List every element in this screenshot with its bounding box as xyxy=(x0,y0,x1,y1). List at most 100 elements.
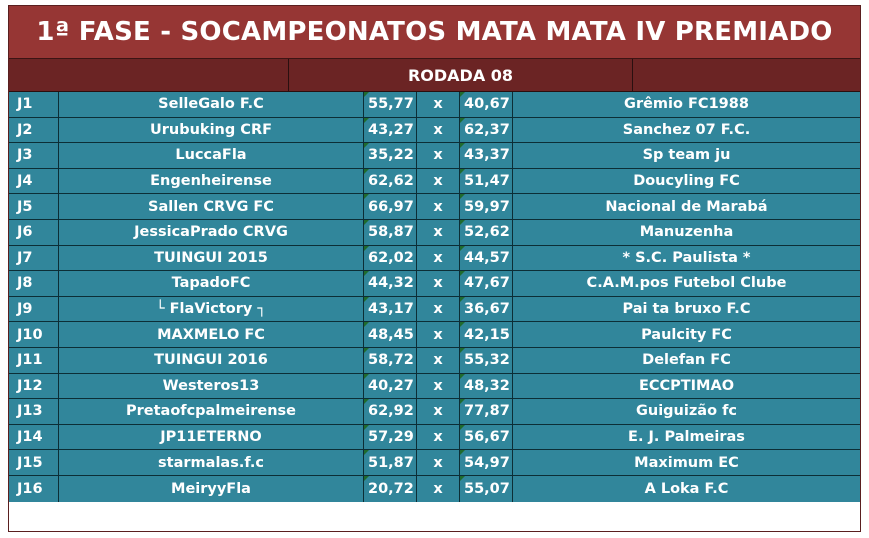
match-id[interactable]: J4 xyxy=(9,168,59,194)
away-score[interactable]: 36,67 xyxy=(460,296,513,322)
home-score[interactable]: 35,22 xyxy=(364,143,417,168)
match-id[interactable]: J14 xyxy=(9,424,59,450)
versus-separator[interactable]: x xyxy=(417,194,460,219)
home-score[interactable]: 62,02 xyxy=(364,245,417,271)
away-team[interactable]: Sanchez 07 F.C. xyxy=(622,121,751,138)
versus-separator[interactable]: x xyxy=(417,168,460,194)
home-score[interactable]: 57,29 xyxy=(364,424,417,450)
away-team[interactable]: Pai ta bruxo F.C xyxy=(622,301,751,318)
home-score[interactable]: 48,45 xyxy=(364,322,417,347)
home-score[interactable]: 58,87 xyxy=(364,219,417,245)
home-team[interactable]: JessicaPrado CRVG xyxy=(59,219,364,245)
versus-separator[interactable]: x xyxy=(417,373,460,399)
home-score[interactable]: 58,72 xyxy=(364,347,417,373)
away-score[interactable]: 47,67 xyxy=(460,271,513,296)
home-score[interactable]: 55,77 xyxy=(364,92,417,117)
versus-separator[interactable]: x xyxy=(417,219,460,245)
away-team[interactable]: C.A.M.pos Futebol Clube xyxy=(586,275,787,292)
away-score[interactable]: 62,37 xyxy=(460,117,513,143)
match-id[interactable]: J15 xyxy=(9,450,59,475)
versus-separator[interactable]: x xyxy=(417,92,460,117)
away-team[interactable]: E. J. Palmeiras xyxy=(628,429,745,446)
away-team[interactable]: Nacional de Marabá xyxy=(605,198,768,215)
away-score[interactable]: 40,67 xyxy=(460,92,513,117)
match-id[interactable]: J12 xyxy=(9,373,59,399)
match-id[interactable]: J10 xyxy=(9,322,59,347)
versus-separator[interactable]: x xyxy=(417,322,460,347)
away-score[interactable]: 55,32 xyxy=(460,347,513,373)
home-team[interactable]: TUINGUI 2016 xyxy=(59,347,364,373)
versus-separator[interactable]: x xyxy=(417,245,460,271)
away-score[interactable]: 51,47 xyxy=(460,168,513,194)
versus-separator[interactable]: x xyxy=(417,143,460,168)
away-team[interactable]: Doucyling FC xyxy=(633,173,740,190)
versus-separator[interactable]: x xyxy=(417,117,460,143)
away-score[interactable]: 59,97 xyxy=(460,194,513,219)
away-score[interactable]: 44,57 xyxy=(460,245,513,271)
away-team[interactable]: * S.C. Paulista * xyxy=(622,249,751,266)
versus-separator[interactable]: x xyxy=(417,475,460,502)
home-score[interactable]: 51,87 xyxy=(364,450,417,475)
match-id[interactable]: J13 xyxy=(9,399,59,424)
home-score[interactable]: 44,32 xyxy=(364,271,417,296)
away-score[interactable]: 77,87 xyxy=(460,399,513,424)
versus-separator[interactable]: x xyxy=(417,424,460,450)
spreadsheet: 1ª FASE - SOCAMPEONATOS MATA MATA IV PRE… xyxy=(8,5,861,532)
home-team[interactable]: JP11ETERNO xyxy=(59,424,364,450)
versus-separator[interactable]: x xyxy=(417,399,460,424)
home-team[interactable]: starmalas.f.c xyxy=(59,450,364,475)
table-row: J3 LuccaFla 35,22 x 43,37 Sp team ju xyxy=(9,143,860,169)
home-team[interactable]: Urubuking CRF xyxy=(59,117,364,143)
away-score[interactable]: 52,62 xyxy=(460,219,513,245)
away-team[interactable]: Grêmio FC1988 xyxy=(624,96,749,113)
home-team[interactable]: TUINGUI 2015 xyxy=(59,245,364,271)
home-score[interactable]: 43,27 xyxy=(364,117,417,143)
away-score[interactable]: 42,15 xyxy=(460,322,513,347)
home-score[interactable]: 40,27 xyxy=(364,373,417,399)
table-row: J6 JessicaPrado CRVG 58,87 x 52,62 Manuzenha xyxy=(9,219,860,246)
away-team[interactable]: Paulcity FC xyxy=(641,326,732,343)
away-team[interactable]: Guiguizão fc xyxy=(635,403,737,420)
home-team[interactable]: Engenheirense xyxy=(59,168,364,194)
home-team[interactable]: SelleGalo F.C xyxy=(59,92,364,117)
away-team[interactable]: Manuzenha xyxy=(639,224,734,241)
home-score[interactable]: 20,72 xyxy=(364,475,417,502)
home-team[interactable]: TapadoFC xyxy=(59,271,364,296)
away-score[interactable]: 43,37 xyxy=(460,143,513,168)
home-score[interactable]: 43,17 xyxy=(364,296,417,322)
match-id[interactable]: J3 xyxy=(9,143,59,168)
away-score[interactable]: 55,07 xyxy=(460,475,513,502)
home-team[interactable]: Westeros13 xyxy=(59,373,364,399)
match-id[interactable]: J1 xyxy=(9,92,59,117)
match-id[interactable]: J16 xyxy=(9,475,59,502)
away-team[interactable]: Delefan FC xyxy=(642,352,731,369)
versus-separator[interactable]: x xyxy=(417,271,460,296)
match-id[interactable]: J8 xyxy=(9,271,59,296)
home-team[interactable]: Pretaofcpalmeirense xyxy=(59,399,364,424)
away-team[interactable]: A Loka F.C xyxy=(644,480,729,497)
versus-separator[interactable]: x xyxy=(417,347,460,373)
match-id[interactable]: J5 xyxy=(9,194,59,219)
home-team[interactable]: └ FlaVictory ┐ xyxy=(59,296,364,322)
versus-separator[interactable]: x xyxy=(417,450,460,475)
match-id[interactable]: J11 xyxy=(9,347,59,373)
versus-separator[interactable]: x xyxy=(417,296,460,322)
home-score[interactable]: 62,92 xyxy=(364,399,417,424)
away-team[interactable]: ECCPTIMAO xyxy=(638,377,735,394)
home-score[interactable]: 66,97 xyxy=(364,194,417,219)
away-score[interactable]: 54,97 xyxy=(460,450,513,475)
away-score[interactable]: 48,32 xyxy=(460,373,513,399)
home-team[interactable]: LuccaFla xyxy=(59,143,364,168)
home-score[interactable]: 62,62 xyxy=(364,168,417,194)
home-team[interactable]: Sallen CRVG FC xyxy=(59,194,364,219)
match-id[interactable]: J7 xyxy=(9,245,59,271)
home-team[interactable]: MeiryyFla xyxy=(59,475,364,502)
match-id[interactable]: J9 xyxy=(9,296,59,322)
away-team[interactable]: Maximum EC xyxy=(634,454,739,471)
match-id[interactable]: J2 xyxy=(9,117,59,143)
table-row: J1 SelleGalo F.C 55,77 x 40,67 Grêmio FC1988 xyxy=(9,92,860,118)
home-team[interactable]: MAXMELO FC xyxy=(59,322,364,347)
away-team[interactable]: Sp team ju xyxy=(642,147,731,164)
match-id[interactable]: J6 xyxy=(9,219,59,245)
away-score[interactable]: 56,67 xyxy=(460,424,513,450)
